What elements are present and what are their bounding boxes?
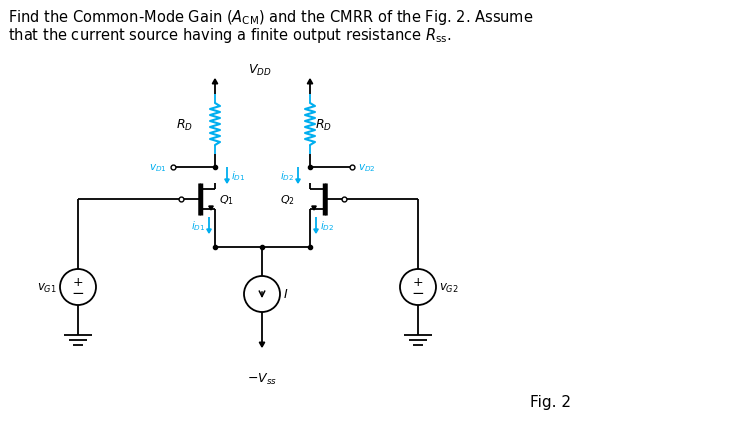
Polygon shape: [259, 342, 264, 347]
Text: that the current source having a finite output resistance $R_\mathregular{ss}$.: that the current source having a finite …: [8, 26, 451, 45]
Text: $v_{G2}$: $v_{G2}$: [439, 281, 459, 294]
Text: +: +: [412, 275, 424, 288]
Text: −: −: [72, 286, 84, 301]
Text: +: +: [72, 275, 84, 288]
Text: $v_{D1}$: $v_{D1}$: [149, 162, 167, 174]
Polygon shape: [208, 207, 213, 210]
Text: $Q_1$: $Q_1$: [219, 193, 234, 207]
Text: $v_{G1}$: $v_{G1}$: [37, 281, 57, 294]
Text: −: −: [412, 286, 424, 301]
Text: $I$: $I$: [283, 288, 288, 301]
Polygon shape: [225, 180, 229, 184]
Polygon shape: [296, 180, 300, 184]
Text: $V_{DD}$: $V_{DD}$: [248, 63, 272, 78]
Text: $i_{D2}$: $i_{D2}$: [320, 219, 335, 232]
Text: Fig. 2: Fig. 2: [530, 394, 571, 409]
Text: $R_D$: $R_D$: [315, 117, 332, 132]
Text: $R_D$: $R_D$: [176, 117, 193, 132]
Polygon shape: [314, 230, 318, 233]
Polygon shape: [307, 80, 313, 85]
Text: $-V_{ss}$: $-V_{ss}$: [247, 371, 277, 386]
Text: Find the Common-Mode Gain ($A_\mathregular{CM}$) and the CMRR of the Fig. 2. Ass: Find the Common-Mode Gain ($A_\mathregul…: [8, 8, 533, 27]
Text: $i_{D1}$: $i_{D1}$: [190, 219, 205, 232]
Text: $v_{D2}$: $v_{D2}$: [358, 162, 376, 174]
Polygon shape: [212, 80, 217, 85]
Text: $Q_2$: $Q_2$: [280, 193, 295, 207]
Polygon shape: [311, 207, 316, 210]
Text: $i_{D2}$: $i_{D2}$: [279, 169, 294, 182]
Polygon shape: [207, 230, 211, 233]
Text: $i_{D1}$: $i_{D1}$: [231, 169, 246, 182]
